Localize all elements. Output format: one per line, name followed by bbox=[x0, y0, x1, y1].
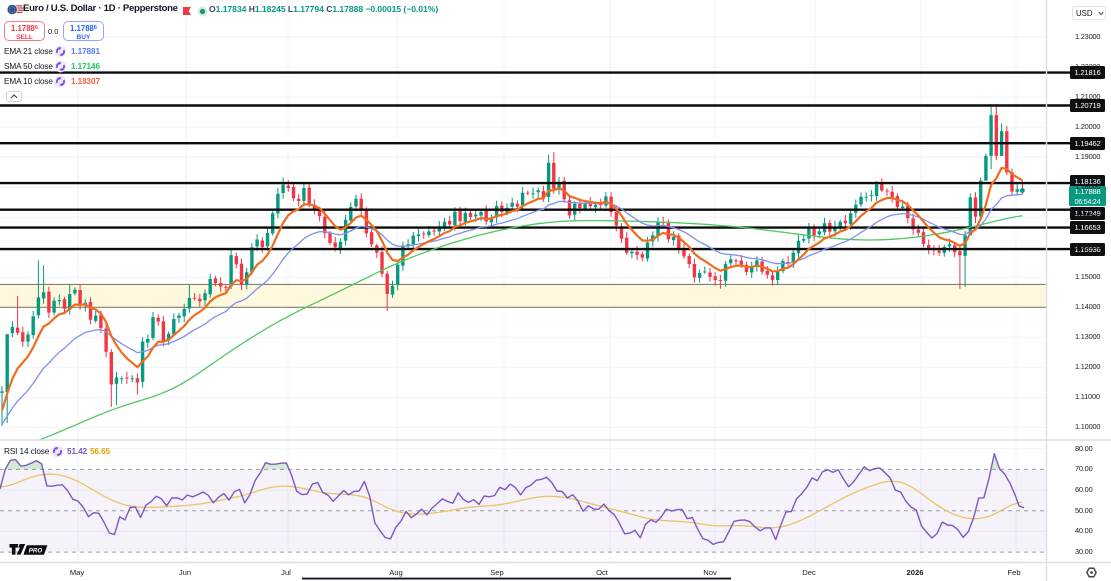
svg-text:PRO: PRO bbox=[29, 548, 43, 555]
